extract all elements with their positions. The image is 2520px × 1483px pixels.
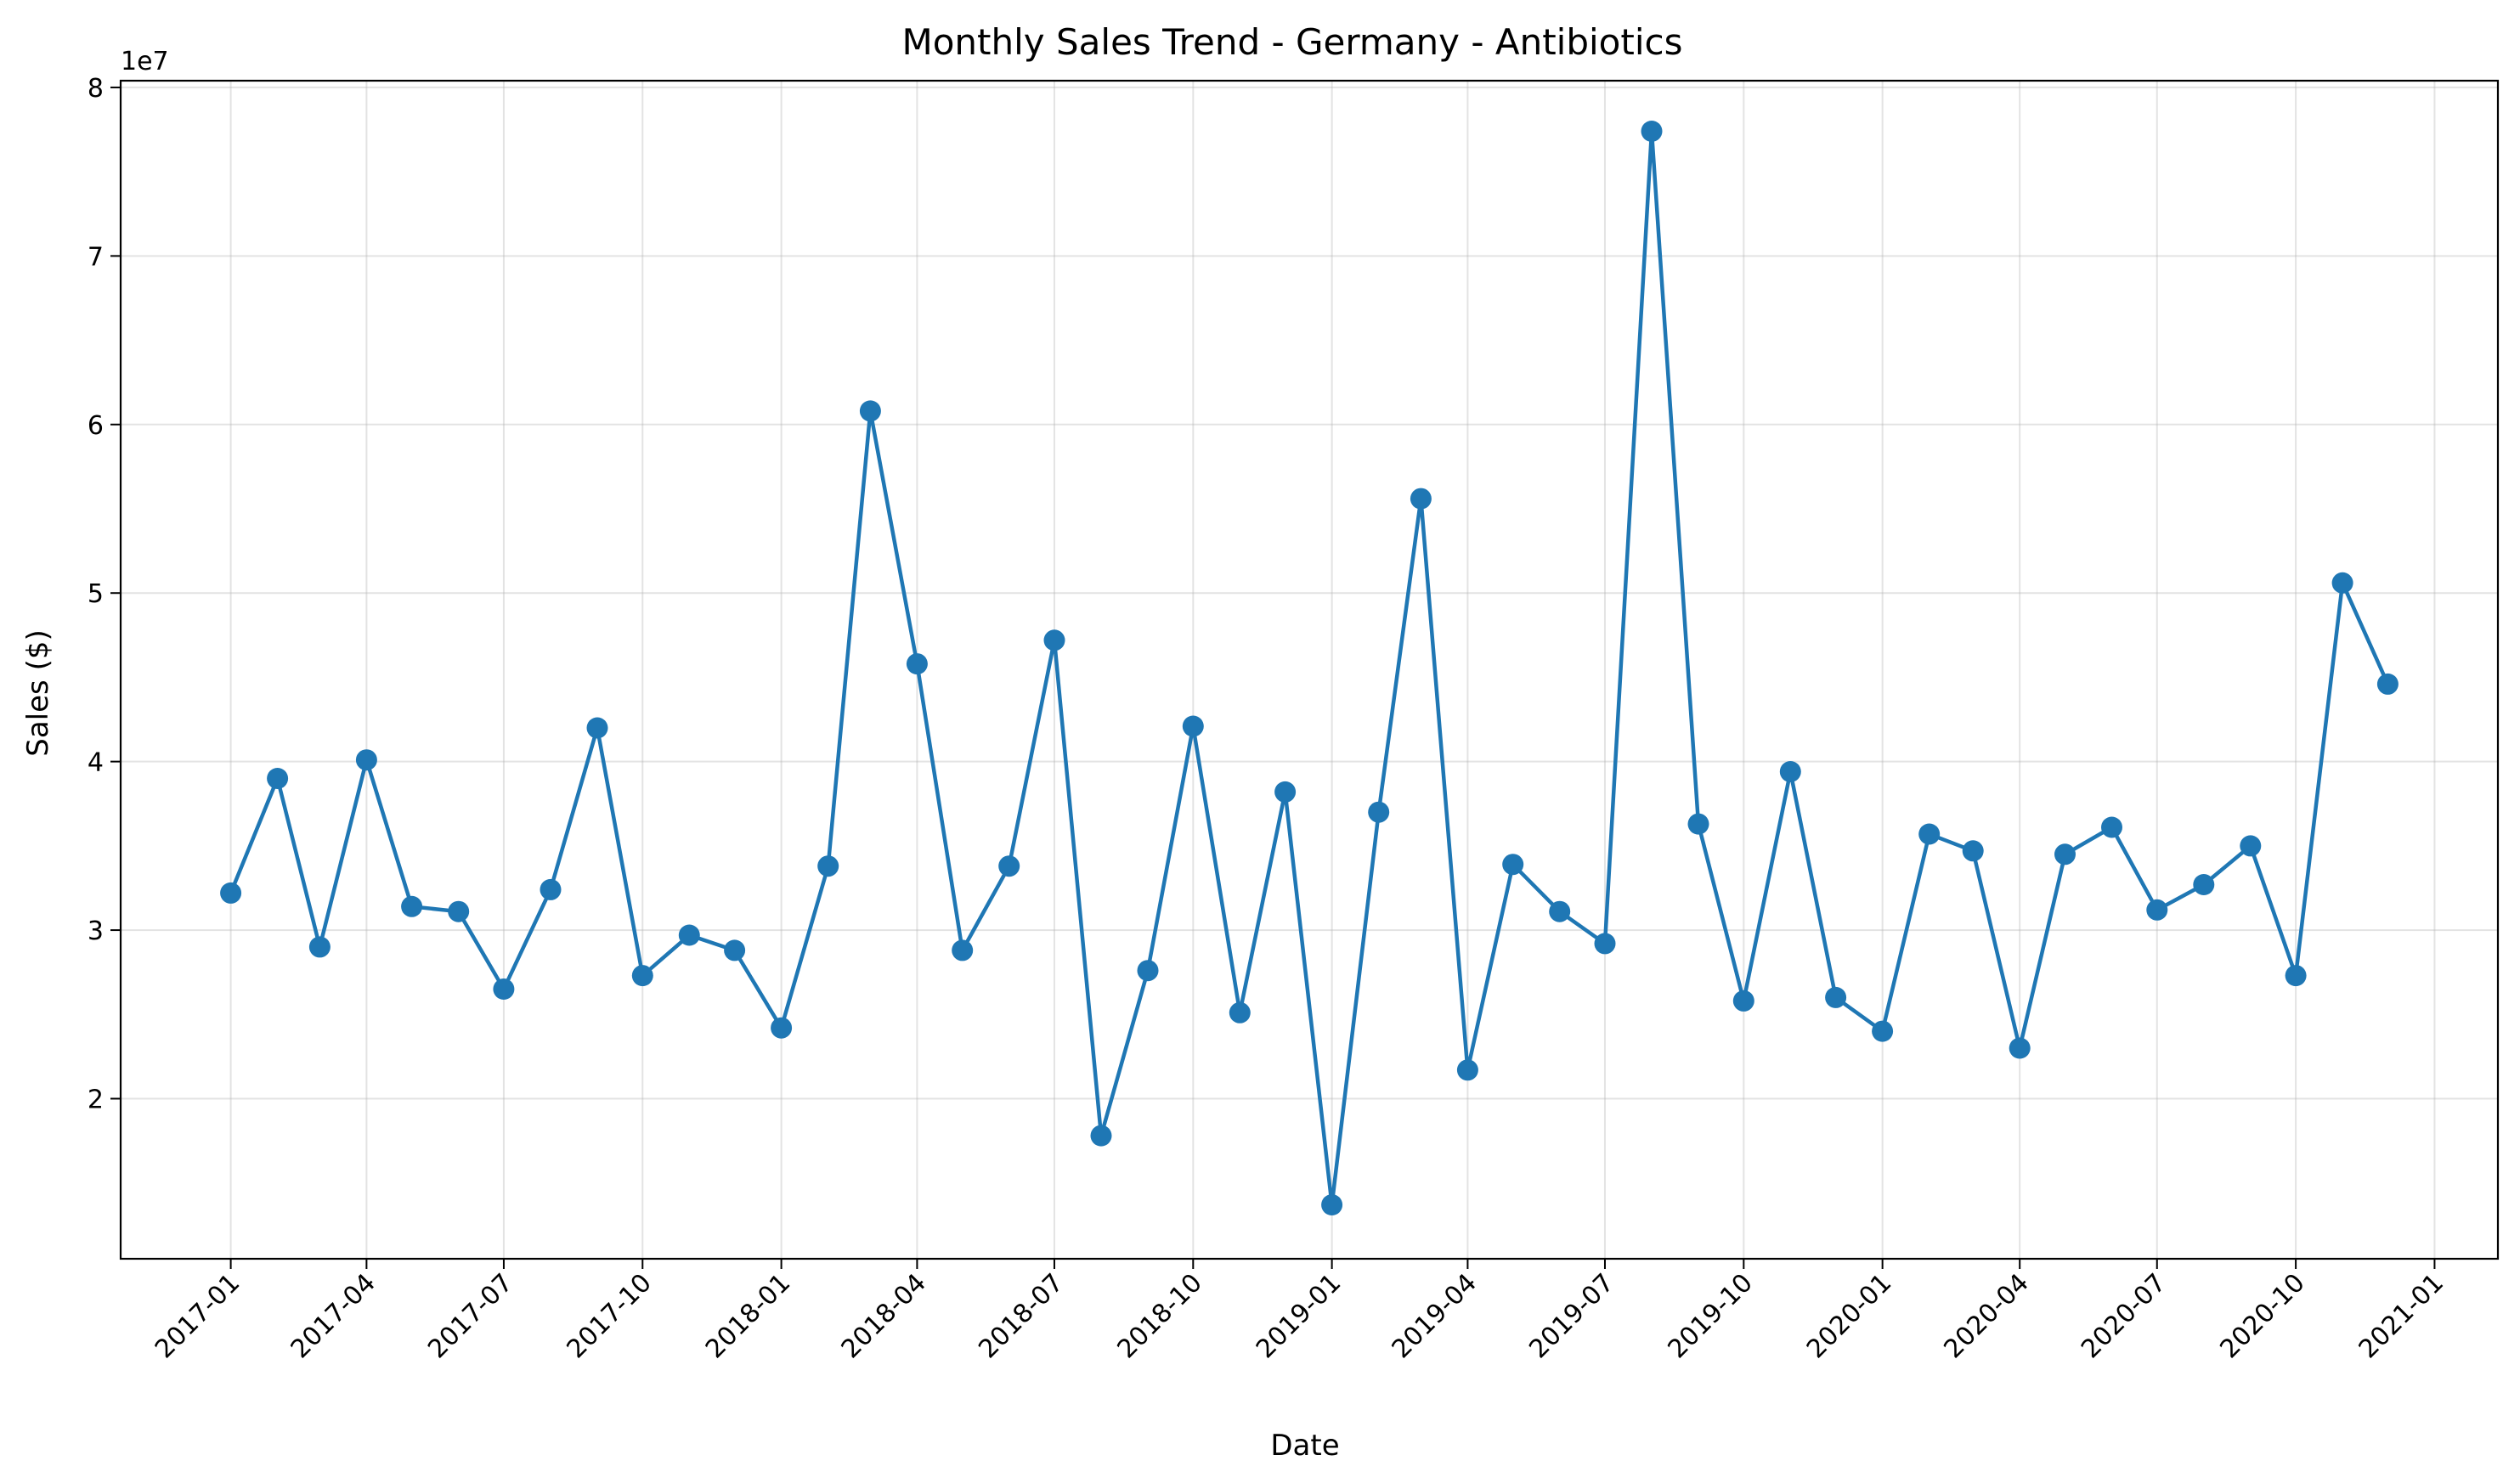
y-tick-label: 7 (88, 242, 104, 272)
y-tick-label: 2 (88, 1085, 104, 1114)
data-point (906, 653, 928, 675)
data-point (1229, 1001, 1251, 1023)
data-point (401, 895, 423, 917)
x-axis-label: Date (1270, 1429, 1339, 1463)
data-point (1502, 854, 1524, 876)
plot-frame (119, 79, 2500, 1260)
data-points (220, 121, 2399, 1215)
data-point (678, 924, 700, 946)
data-point (1872, 1020, 1894, 1042)
y-offset-label: 1e7 (121, 47, 169, 76)
data-point (631, 965, 653, 987)
y-axis-label: Sales ($) (21, 629, 55, 756)
data-point (1732, 990, 1754, 1012)
series-line (229, 129, 2390, 1207)
data-point (2240, 835, 2262, 857)
data-point (1321, 1194, 1343, 1215)
data-point (771, 1017, 793, 1039)
data-point (998, 855, 1020, 877)
series-sales (220, 121, 2399, 1215)
data-point (1594, 933, 1616, 955)
data-point (2331, 572, 2353, 594)
data-point (1456, 1059, 1478, 1081)
data-point (493, 978, 515, 1000)
data-point (1274, 781, 1297, 803)
data-point (859, 400, 881, 422)
data-point (1641, 121, 1663, 142)
data-point (586, 717, 608, 739)
data-point (1182, 715, 1204, 737)
data-point (2009, 1037, 2031, 1059)
data-point (2285, 965, 2307, 987)
data-point (1410, 488, 1432, 510)
y-tick-label: 6 (88, 411, 104, 441)
data-point (952, 939, 974, 961)
data-point (1043, 629, 1065, 651)
data-point (1825, 986, 1847, 1008)
data-point (817, 855, 839, 877)
data-point (540, 878, 562, 900)
data-point (2146, 899, 2168, 921)
data-point (1090, 1125, 1112, 1147)
data-point (220, 882, 242, 904)
grid-lines (121, 81, 2498, 1259)
data-point (2376, 673, 2399, 695)
data-point (267, 768, 289, 789)
data-point (1779, 761, 1801, 782)
y-tick-label: 3 (88, 916, 104, 946)
y-tick-label: 5 (88, 579, 104, 609)
data-point (1549, 900, 1571, 922)
data-point (1368, 801, 1390, 823)
data-point (448, 900, 470, 922)
data-point (2054, 843, 2076, 866)
data-point (355, 749, 377, 771)
data-point (1687, 813, 1709, 835)
y-tick-label: 8 (88, 74, 104, 104)
data-point (2101, 816, 2122, 838)
chart-title: Monthly Sales Trend - Germany - Antibiot… (902, 21, 1683, 63)
y-tick-label: 4 (88, 748, 104, 778)
data-point (1918, 823, 1941, 845)
data-point (2193, 874, 2215, 895)
data-point (1962, 840, 1984, 862)
data-point (1137, 960, 1159, 982)
y-axis: 2 3 4 5 6 7 8 (88, 74, 121, 1114)
data-point (308, 936, 331, 958)
data-point (724, 939, 746, 961)
